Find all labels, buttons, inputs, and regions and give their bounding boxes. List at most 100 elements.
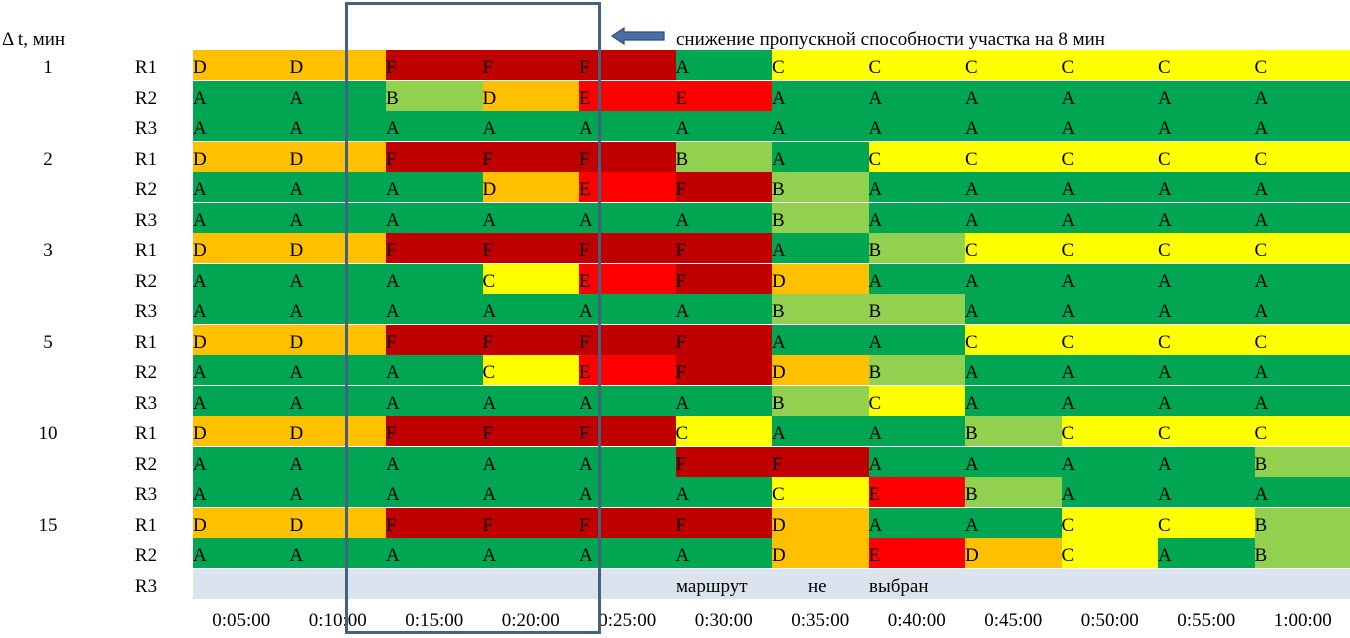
heatmap-cell <box>1254 294 1350 324</box>
heatmap-cell <box>675 172 773 202</box>
heatmap-cell <box>1061 202 1159 233</box>
cell-level-label: A <box>965 392 979 414</box>
x-tick-label: 0:20:00 <box>501 610 560 631</box>
cell-level-label: C <box>675 423 689 444</box>
cell-level-label: A <box>965 270 979 292</box>
heatmap-cell <box>965 294 1063 324</box>
heatmap-cell <box>1254 50 1350 80</box>
heatmap-cell <box>386 172 484 202</box>
heatmap-cell <box>193 263 291 294</box>
heatmap-cell <box>675 80 773 111</box>
cell-level-label: A <box>289 179 304 200</box>
heatmap-cell <box>1061 80 1159 111</box>
cell-level-label: A <box>1061 179 1076 200</box>
route-label: R3 <box>134 118 158 139</box>
heatmap-cell <box>1061 294 1159 324</box>
heatmap-cell <box>772 538 870 568</box>
heatmap-cell <box>386 233 484 263</box>
cell-level-label: E <box>579 362 591 383</box>
heatmap-cell <box>1158 263 1256 294</box>
cell-level-label: A <box>965 209 979 231</box>
heatmap-cell <box>289 294 387 324</box>
heatmap-cell <box>579 324 677 355</box>
heatmap-cell <box>1061 507 1159 538</box>
cell-level-label: D <box>772 362 786 383</box>
cell-level-label: A <box>193 301 207 322</box>
heatmap-cell <box>1254 172 1350 202</box>
heatmap-cell <box>386 111 484 141</box>
route-label: R3 <box>134 392 158 414</box>
cell-level-label: A <box>868 209 883 231</box>
heatmap-cell <box>289 263 387 294</box>
heatmap-cell <box>1254 416 1350 446</box>
heatmap-cell <box>965 50 1063 80</box>
heatmap-cell <box>1158 385 1256 416</box>
cell-level-label: D <box>289 331 304 353</box>
cell-level-label: A <box>1254 301 1269 322</box>
cell-level-label: F <box>386 148 397 170</box>
heatmap-cell <box>289 80 387 111</box>
cell-level-label: F <box>482 240 494 261</box>
left-arrow-icon <box>610 26 665 46</box>
cell-level-label: A <box>193 392 207 414</box>
heatmap-cell <box>1254 355 1350 385</box>
cell-level-label: B <box>772 301 785 322</box>
no-route-text: не <box>808 575 827 597</box>
x-tick-label: 0:30:00 <box>694 610 753 631</box>
heatmap-cell <box>1254 111 1350 141</box>
heatmap-cell <box>868 111 966 141</box>
cell-level-label: C <box>868 57 882 78</box>
heatmap-cell <box>386 294 484 324</box>
heatmap-cell <box>1061 385 1159 416</box>
cell-level-label: A <box>193 209 207 231</box>
heatmap-cell <box>482 233 580 263</box>
cell-level-label: B <box>1254 514 1268 536</box>
heatmap-cell <box>289 202 387 233</box>
heatmap-cell <box>772 355 870 385</box>
cell-level-label: C <box>965 240 978 261</box>
cell-level-label: C <box>965 148 978 170</box>
cell-level-label: D <box>772 270 786 292</box>
heatmap-cell <box>482 416 580 446</box>
heatmap-cell <box>1254 538 1350 568</box>
heatmap-cell <box>579 385 677 416</box>
cell-level-label: A <box>1254 118 1269 139</box>
cell-level-label: A <box>1254 87 1269 109</box>
heatmap-cell <box>965 80 1063 111</box>
heatmap-cell <box>772 416 870 446</box>
route-label: R1 <box>134 240 158 261</box>
heatmap-cell <box>965 477 1063 507</box>
heatmap-cell <box>386 477 484 507</box>
heatmap-cell <box>965 263 1063 294</box>
cell-level-label: A <box>772 87 786 109</box>
cell-level-label: C <box>1158 57 1171 78</box>
cell-level-label: A <box>675 392 690 414</box>
delta-t-value: 15 <box>38 514 58 536</box>
route-label: R2 <box>134 362 158 383</box>
cell-level-label: C <box>1254 57 1268 78</box>
cell-level-label: A <box>386 118 400 139</box>
heatmap-cell <box>675 324 773 355</box>
cell-level-label: D <box>193 148 207 170</box>
cell-level-label: F <box>772 453 783 475</box>
x-tick-label: 0:35:00 <box>791 610 850 631</box>
cell-level-label: D <box>482 87 497 109</box>
cell-level-label: F <box>579 240 590 261</box>
heatmap-cell <box>1254 233 1350 263</box>
cell-level-label: E <box>579 179 591 200</box>
cell-level-label: A <box>1061 270 1076 292</box>
cell-level-label: A <box>675 209 690 231</box>
heatmap-cell <box>1254 385 1350 416</box>
cell-level-label: D <box>772 545 786 566</box>
heatmap-cell <box>1158 446 1256 477</box>
heatmap-cell <box>675 477 773 507</box>
heatmap-cell <box>868 538 966 568</box>
heatmap-cell <box>482 50 580 80</box>
heatmap-cell <box>1158 294 1256 324</box>
heatmap-cell <box>193 233 291 263</box>
heatmap-cell <box>289 111 387 141</box>
cell-level-label: A <box>1158 270 1172 292</box>
heatmap-cell <box>772 507 870 538</box>
cell-level-label: C <box>1158 514 1171 536</box>
route-label: R3 <box>134 484 158 505</box>
